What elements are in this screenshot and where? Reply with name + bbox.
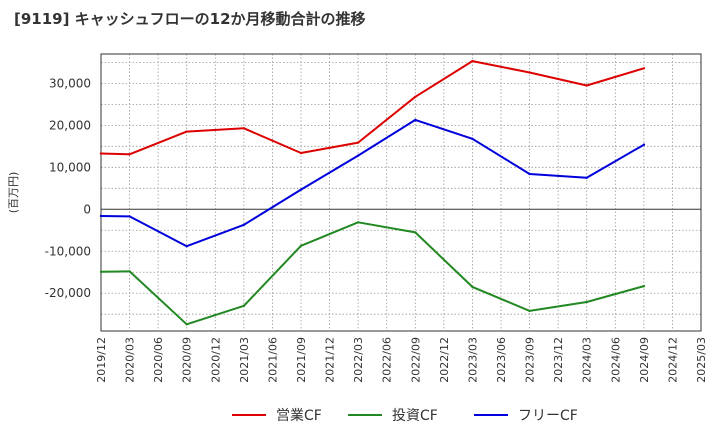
x-tick-label: 2022/06: [381, 337, 394, 383]
data-point-free-cf: [128, 215, 131, 218]
data-point-operating-cf: [585, 84, 588, 87]
data-point-free-cf: [585, 176, 588, 179]
y-tick-label: 10,000: [49, 160, 91, 174]
x-tick-label: 2020/09: [181, 337, 194, 383]
y-tick-label: 20,000: [49, 118, 91, 132]
data-point-free-cf: [528, 172, 531, 176]
y-tick-label: 30,000: [49, 76, 91, 90]
data-point-free-cf: [185, 245, 188, 248]
x-tick-label: 2022/09: [409, 337, 422, 383]
data-point-operating-cf: [414, 95, 417, 99]
x-tick-label: 2024/09: [638, 337, 651, 383]
x-tick-label: 2020/06: [152, 337, 165, 383]
x-tick-label: 2022/03: [352, 337, 365, 383]
data-point-free-cf: [299, 188, 303, 191]
legend-swatch-free-cf: [474, 414, 508, 416]
x-tick-label: 2019/12: [95, 337, 108, 383]
legend-label-investing-cf: 投資CF: [392, 408, 438, 424]
y-tick-label: 0: [83, 202, 91, 216]
data-point-investing-cf: [528, 309, 531, 313]
legend-item-operating-cf: 営業CF: [232, 403, 322, 427]
x-tick-label: 2023/06: [495, 337, 508, 383]
x-tick-label: 2023/12: [552, 337, 565, 383]
x-tick-label: 2023/03: [466, 337, 479, 383]
data-point-operating-cf: [642, 67, 646, 70]
data-point-investing-cf: [242, 304, 246, 307]
data-point-investing-cf: [414, 231, 417, 234]
data-point-investing-cf: [356, 221, 360, 224]
legend-item-investing-cf: 投資CF: [348, 403, 438, 427]
data-point-investing-cf: [185, 323, 188, 326]
legend-swatch-operating-cf: [232, 414, 266, 416]
data-point-operating-cf: [128, 153, 131, 156]
x-tick-label: 2024/12: [666, 337, 679, 383]
x-tick-label: 2023/09: [524, 337, 537, 383]
data-point-investing-cf: [299, 244, 303, 247]
data-point-investing-cf: [471, 285, 474, 289]
x-tick-label: 2020/03: [124, 337, 137, 383]
legend-label-operating-cf: 営業CF: [276, 408, 322, 424]
data-point-free-cf: [242, 223, 246, 226]
data-point-free-cf: [99, 214, 103, 218]
data-point-investing-cf: [128, 270, 131, 273]
x-tick-label: 2021/06: [266, 337, 279, 383]
data-point-operating-cf: [528, 71, 531, 74]
legend: 営業CF 投資CF フリーCF: [0, 403, 720, 427]
y-axis-label: (百万円): [7, 172, 20, 214]
data-point-investing-cf: [642, 284, 646, 288]
data-point-operating-cf: [299, 151, 303, 155]
x-tick-label: 2025/03: [695, 337, 708, 383]
y-tick-label: -20,000: [45, 286, 91, 300]
data-point-operating-cf: [185, 130, 188, 133]
data-point-free-cf: [356, 154, 360, 157]
x-tick-label: 2022/12: [438, 337, 451, 383]
data-point-operating-cf: [356, 141, 360, 144]
legend-label-free-cf: フリーCF: [518, 408, 578, 424]
legend-swatch-investing-cf: [348, 414, 382, 416]
x-tick-label: 2021/03: [238, 337, 251, 383]
data-point-operating-cf: [471, 59, 474, 63]
data-point-investing-cf: [585, 300, 588, 304]
data-point-investing-cf: [99, 270, 103, 273]
x-tick-label: 2024/06: [609, 337, 622, 383]
y-tick-label: -10,000: [45, 244, 91, 258]
x-tick-label: 2020/12: [209, 337, 222, 383]
data-point-operating-cf: [242, 127, 246, 130]
data-point-free-cf: [642, 143, 646, 146]
x-tick-label: 2024/03: [581, 337, 594, 383]
data-point-operating-cf: [99, 152, 103, 155]
x-tick-label: 2021/09: [295, 337, 308, 383]
legend-item-free-cf: フリーCF: [474, 403, 578, 427]
x-tick-label: 2021/12: [324, 337, 337, 383]
data-point-free-cf: [471, 137, 474, 140]
data-point-free-cf: [414, 118, 417, 122]
chart-title: [9119] キャッシュフローの12か月移動合計の推移: [14, 10, 366, 28]
plot-frame: [100, 53, 702, 332]
plot-area: [101, 54, 701, 331]
